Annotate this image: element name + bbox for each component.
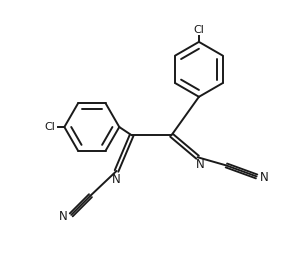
Text: N: N: [59, 210, 68, 223]
Text: N: N: [260, 171, 269, 184]
Text: Cl: Cl: [193, 25, 205, 34]
Text: N: N: [195, 158, 204, 171]
Text: N: N: [112, 173, 120, 186]
Text: Cl: Cl: [45, 122, 56, 132]
